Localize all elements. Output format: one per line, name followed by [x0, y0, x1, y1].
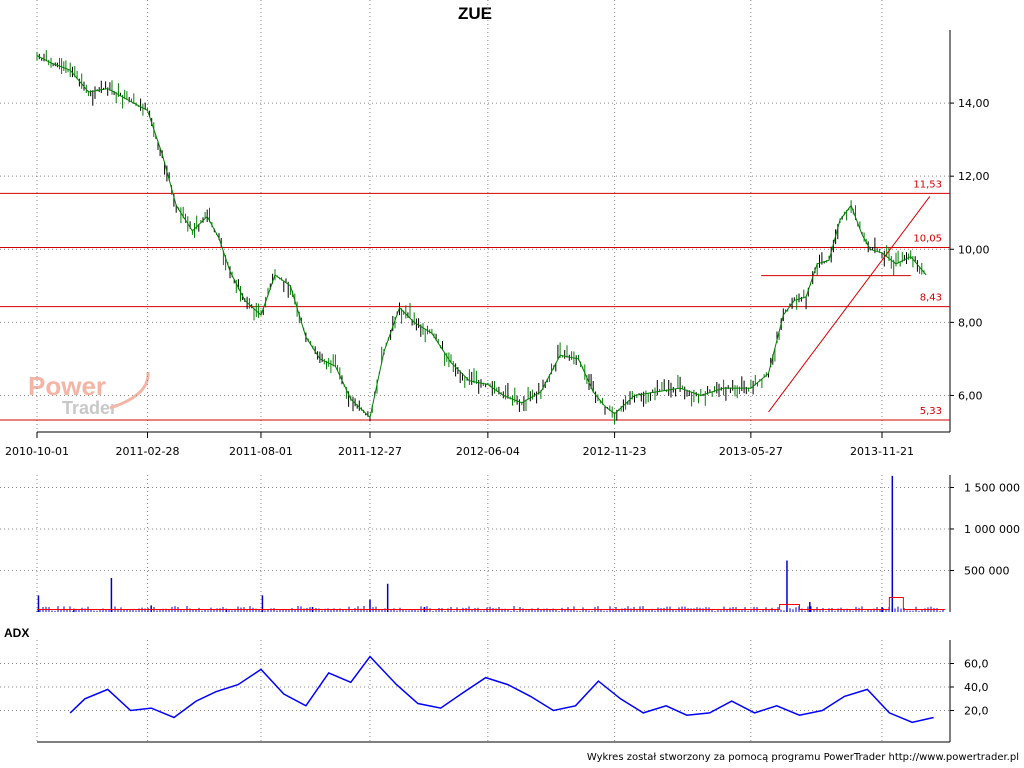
level-label-2: 8,43 [920, 293, 942, 304]
volume-average-line [37, 597, 945, 611]
price-bars [36, 50, 925, 425]
price-x-tick-label-0: 2010-10-01 [5, 445, 69, 458]
powertrader-watermark: Power Trader [28, 371, 150, 418]
volume-panel: 500 000 1 000 000 1 500 000 [0, 475, 1020, 612]
price-y-tick-label-3: 12,00 [958, 170, 990, 183]
volume-y-tick-label-2: 1 500 000 [964, 481, 1020, 494]
adx-panel: ADX 20,0 40,0 60,0 [0, 626, 989, 743]
price-x-ticks: 2010-10-01 2011-02-28 2011-08-01 2011-12-27… [5, 432, 914, 458]
level-label-1: 10,05 [913, 233, 942, 244]
level-label-3: 5,33 [920, 406, 942, 417]
price-x-tick-label-6: 2013-05-27 [719, 445, 783, 458]
price-x-tick-label-3: 2011-12-27 [338, 445, 402, 458]
trendline [768, 195, 931, 413]
watermark-line2: Trader [62, 398, 117, 418]
volume-bars [36, 475, 944, 612]
watermark-line1: Power [28, 371, 106, 401]
watermark-swoosh-icon [109, 371, 150, 410]
adx-y-tick-label-2: 60,0 [964, 658, 989, 671]
price-grid [0, 0, 950, 432]
price-line [36, 55, 927, 419]
volume-grid [0, 475, 950, 612]
price-y-ticks: 6,00 8,00 10,00 12,00 14,00 [950, 97, 990, 402]
price-y-tick-label-2: 10,00 [958, 243, 990, 256]
chart-title: ZUE [458, 4, 492, 23]
price-x-tick-label-5: 2012-11-23 [583, 445, 647, 458]
price-levels: 11,53 10,05 8,43 5,33 [0, 179, 950, 421]
price-x-tick-label-4: 2012-06-04 [456, 445, 520, 458]
adx-y-ticks: 20,0 40,0 60,0 [950, 658, 989, 718]
level-label-0: 11,53 [913, 179, 942, 190]
volume-y-tick-label-0: 500 000 [964, 564, 1010, 577]
price-x-tick-label-2: 2011-08-01 [229, 445, 293, 458]
volume-y-tick-label-1: 1 000 000 [964, 523, 1020, 536]
price-y-tick-label-4: 14,00 [958, 97, 990, 110]
price-y-tick-label-0: 6,00 [958, 389, 983, 402]
adx-y-tick-label-0: 20,0 [964, 705, 989, 718]
adx-label: ADX [4, 626, 29, 640]
price-y-tick-label-1: 8,00 [958, 316, 983, 329]
price-panel: 6,00 8,00 10,00 12,00 14,00 2010-10-01 2011-0… [0, 0, 990, 458]
adx-y-tick-label-1: 40,0 [964, 681, 989, 694]
adx-line [69, 655, 934, 724]
price-x-tick-label-7: 2013-11-21 [850, 445, 914, 458]
footer-credit: Wykres został stworzony za pomocą progra… [587, 752, 1019, 763]
volume-y-ticks: 500 000 1 000 000 1 500 000 [950, 481, 1020, 577]
adx-grid [0, 640, 950, 742]
price-x-tick-label-1: 2011-02-28 [116, 445, 180, 458]
